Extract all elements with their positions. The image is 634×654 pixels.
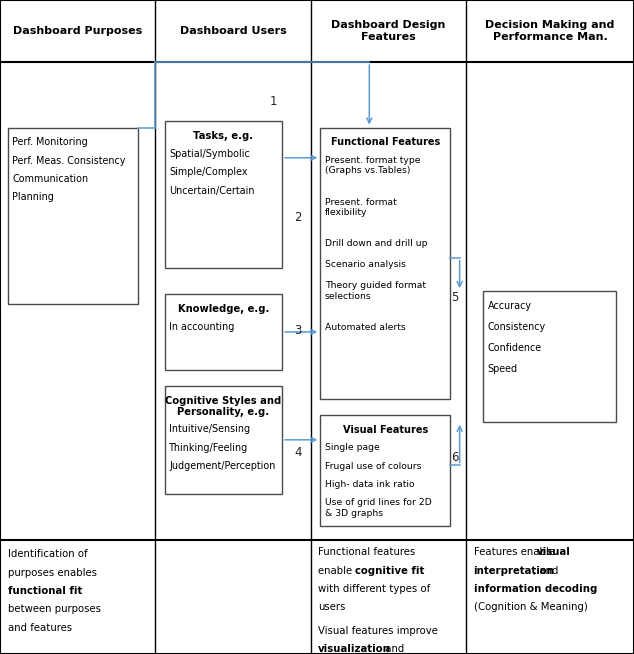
Bar bbox=[165, 386, 282, 494]
Bar bbox=[165, 121, 282, 268]
Text: Present. format
flexibility: Present. format flexibility bbox=[325, 198, 396, 217]
Text: (Cognition & Meaning): (Cognition & Meaning) bbox=[474, 602, 588, 612]
Text: 2: 2 bbox=[294, 211, 302, 224]
Text: Identification of: Identification of bbox=[8, 549, 87, 559]
Text: Automated alerts: Automated alerts bbox=[325, 323, 405, 332]
Text: and features: and features bbox=[8, 623, 72, 632]
Text: Scenario analysis: Scenario analysis bbox=[325, 260, 406, 269]
Bar bbox=[320, 128, 450, 399]
Text: Dashboard Design
Features: Dashboard Design Features bbox=[331, 20, 446, 42]
Text: Visual Features: Visual Features bbox=[342, 425, 428, 435]
Text: with different types of: with different types of bbox=[318, 584, 430, 594]
Text: 4: 4 bbox=[294, 446, 302, 459]
Bar bbox=[165, 294, 282, 370]
Text: Theory guided format
selections: Theory guided format selections bbox=[325, 281, 425, 301]
Text: Spatial/Symbolic: Spatial/Symbolic bbox=[169, 149, 250, 159]
Text: Perf. Monitoring: Perf. Monitoring bbox=[12, 137, 87, 147]
Text: Intuitive/Sensing: Intuitive/Sensing bbox=[169, 424, 250, 434]
Text: Communication: Communication bbox=[12, 174, 88, 184]
Text: users: users bbox=[318, 602, 346, 612]
Text: Simple/Complex: Simple/Complex bbox=[169, 167, 248, 177]
Text: Present. format type
(Graphs vs.Tables): Present. format type (Graphs vs.Tables) bbox=[325, 156, 420, 175]
Text: 1: 1 bbox=[270, 95, 278, 108]
Text: Frugal use of colours: Frugal use of colours bbox=[325, 462, 421, 471]
Text: 3: 3 bbox=[294, 324, 302, 337]
Text: Tasks, e.g.: Tasks, e.g. bbox=[193, 131, 254, 141]
Text: Single page: Single page bbox=[325, 443, 379, 453]
Bar bbox=[8, 128, 138, 304]
Text: purposes enables: purposes enables bbox=[8, 568, 96, 577]
Text: Decision Making and
Performance Man.: Decision Making and Performance Man. bbox=[485, 20, 615, 42]
Text: Confidence: Confidence bbox=[488, 343, 541, 353]
Text: enable: enable bbox=[318, 566, 356, 576]
Text: 5: 5 bbox=[451, 291, 459, 304]
Bar bbox=[320, 415, 450, 526]
Text: visualization: visualization bbox=[318, 644, 391, 654]
Text: Speed: Speed bbox=[488, 364, 518, 373]
Text: Knowledge, e.g.: Knowledge, e.g. bbox=[178, 304, 269, 314]
Text: Accuracy: Accuracy bbox=[488, 301, 532, 311]
Text: functional fit: functional fit bbox=[8, 586, 82, 596]
Text: In accounting: In accounting bbox=[169, 322, 235, 332]
Text: Consistency: Consistency bbox=[488, 322, 546, 332]
Text: information decoding: information decoding bbox=[474, 584, 597, 594]
Text: High- data ink ratio: High- data ink ratio bbox=[325, 480, 414, 489]
Text: Features enable: Features enable bbox=[474, 547, 558, 557]
Text: Functional features: Functional features bbox=[318, 547, 415, 557]
Text: Thinking/Feeling: Thinking/Feeling bbox=[169, 443, 249, 453]
Text: Functional Features: Functional Features bbox=[330, 137, 440, 147]
Text: Cognitive Styles and
Personality, e.g.: Cognitive Styles and Personality, e.g. bbox=[165, 396, 281, 417]
Text: between purposes: between purposes bbox=[8, 604, 101, 614]
Text: Dashboard Purposes: Dashboard Purposes bbox=[13, 26, 142, 36]
Bar bbox=[483, 291, 616, 422]
Text: visual: visual bbox=[536, 547, 570, 557]
Text: Visual features improve: Visual features improve bbox=[318, 626, 438, 636]
Text: , and: , and bbox=[533, 566, 558, 576]
Text: Planning: Planning bbox=[12, 192, 54, 202]
Text: interpretation: interpretation bbox=[474, 566, 555, 576]
Text: cognitive fit: cognitive fit bbox=[355, 566, 424, 576]
Text: Perf. Meas. Consistency: Perf. Meas. Consistency bbox=[12, 156, 126, 165]
Text: Judgement/Perception: Judgement/Perception bbox=[169, 461, 276, 471]
Text: Use of grid lines for 2D
& 3D graphs: Use of grid lines for 2D & 3D graphs bbox=[325, 498, 431, 518]
Text: and: and bbox=[382, 644, 404, 654]
Text: Uncertain/Certain: Uncertain/Certain bbox=[169, 186, 255, 196]
Text: Drill down and drill up: Drill down and drill up bbox=[325, 239, 427, 249]
Text: 6: 6 bbox=[451, 451, 459, 464]
Text: Dashboard Users: Dashboard Users bbox=[179, 26, 287, 36]
